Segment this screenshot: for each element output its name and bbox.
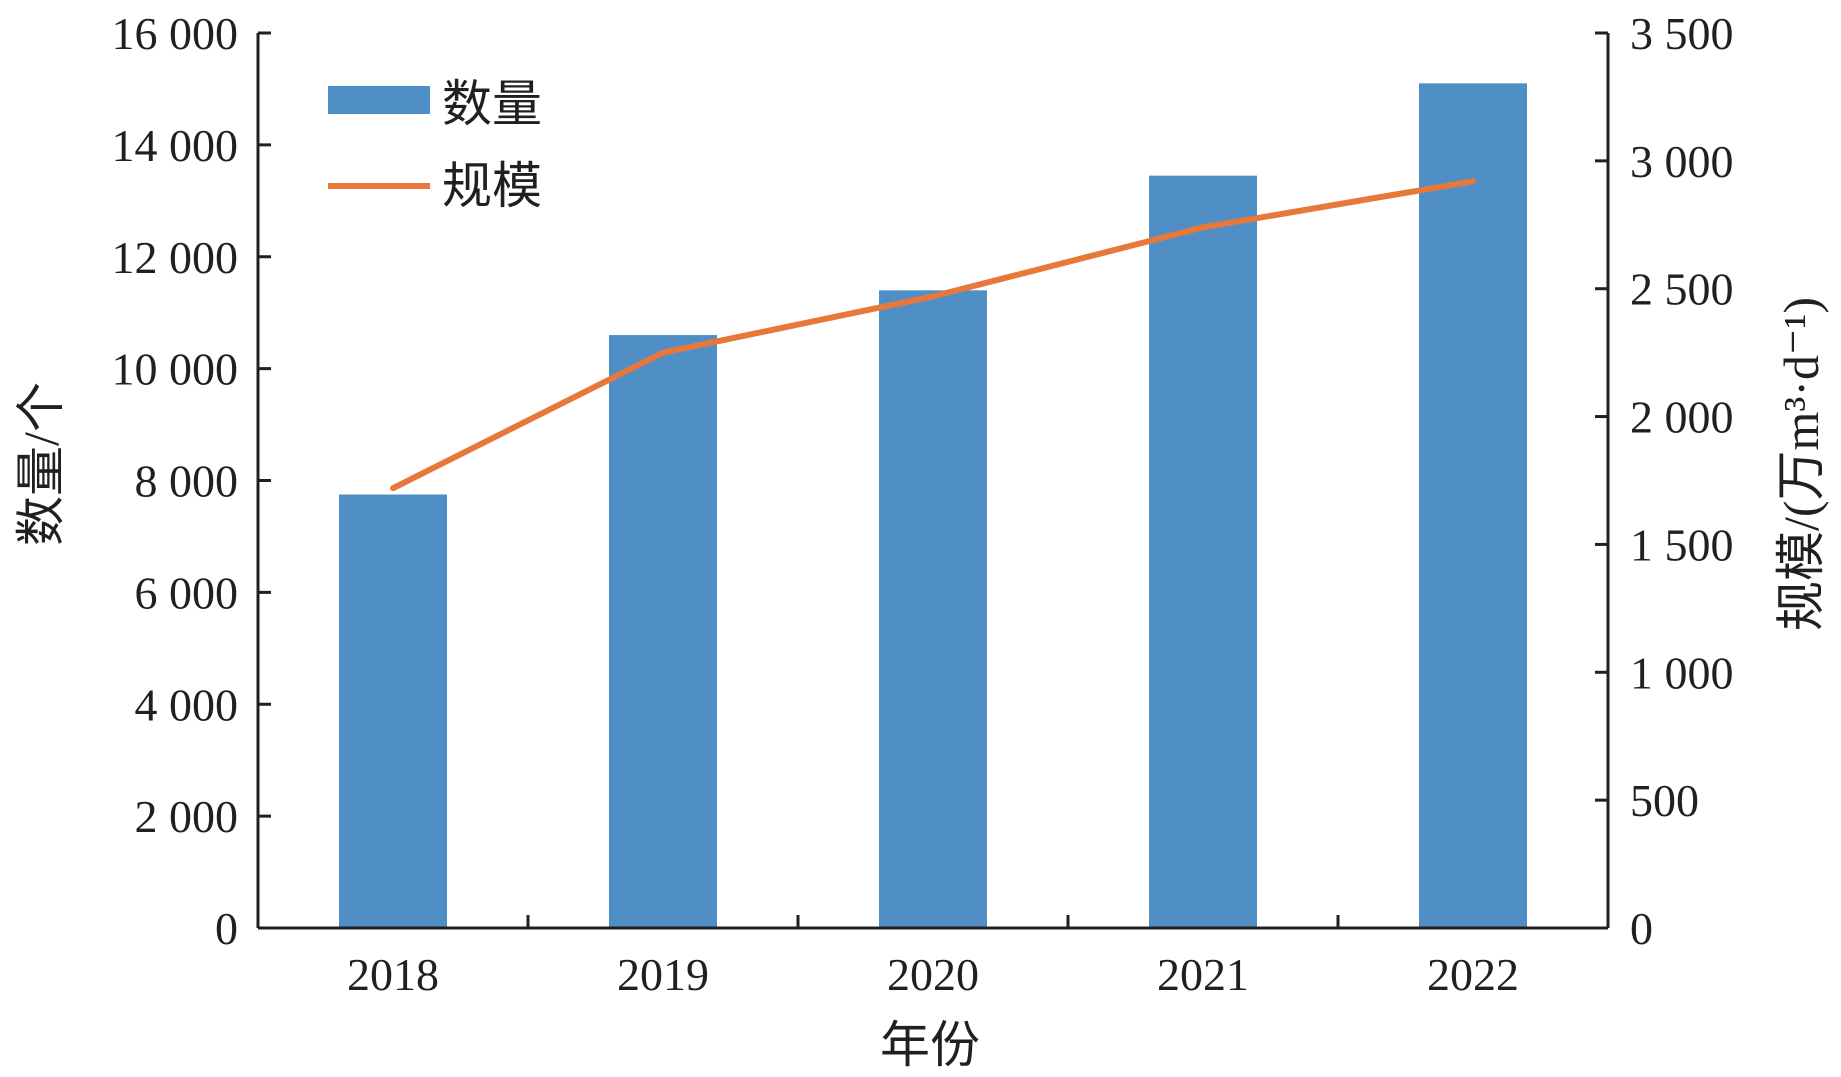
legend-label-count: 数量 [442,76,542,132]
right-axis-ticks: 0 500 1 000 1 500 2 000 2 500 3 000 3 500 [1595,8,1734,954]
right-tick-label: 0 [1630,903,1653,954]
bar-2019 [609,335,717,928]
legend-swatch-count [328,86,430,114]
line-layer [390,178,1476,492]
right-tick-label: 3 000 [1630,136,1734,187]
left-tick-label: 16 000 [112,8,239,59]
bar-2021 [1149,175,1257,928]
legend: 数量 规模 [328,76,542,214]
left-tick-label: 8 000 [135,456,239,507]
x-tick-label: 2021 [1157,949,1249,1000]
left-tick-label: 0 [215,903,238,954]
bars-layer [339,83,1527,928]
bar-2020 [879,290,987,928]
left-tick-label: 2 000 [135,791,239,842]
left-axis-title: 数量/个 [13,382,69,546]
x-axis-title: 年份 [880,1017,980,1073]
left-tick-label: 14 000 [112,120,239,171]
x-axis-ticks: 2018 2019 2020 2021 2022 [256,915,1610,1000]
x-tick-label: 2019 [617,949,709,1000]
x-tick-label: 2018 [347,949,439,1000]
left-axis-ticks: 0 2 000 4 000 6 000 8 000 10 000 12 000 14 000 1… [112,8,271,954]
right-tick-label: 3 500 [1630,8,1734,59]
bar-2022 [1419,83,1527,928]
left-tick-label: 10 000 [112,344,239,395]
x-tick-label: 2020 [887,949,979,1000]
right-tick-label: 1 500 [1630,519,1734,570]
left-tick-label: 12 000 [112,232,239,283]
right-tick-label: 2 500 [1630,264,1734,315]
right-tick-label: 2 000 [1630,392,1734,443]
right-axis-title: 规模/(万m³·d⁻¹) [1773,297,1829,631]
legend-label-scale: 规模 [442,158,542,214]
left-tick-label: 4 000 [135,679,239,730]
right-tick-label: 500 [1630,775,1699,826]
left-tick-label: 6 000 [135,567,239,618]
bar-2018 [339,494,447,928]
right-tick-label: 1 000 [1630,647,1734,698]
x-tick-label: 2022 [1427,949,1519,1000]
